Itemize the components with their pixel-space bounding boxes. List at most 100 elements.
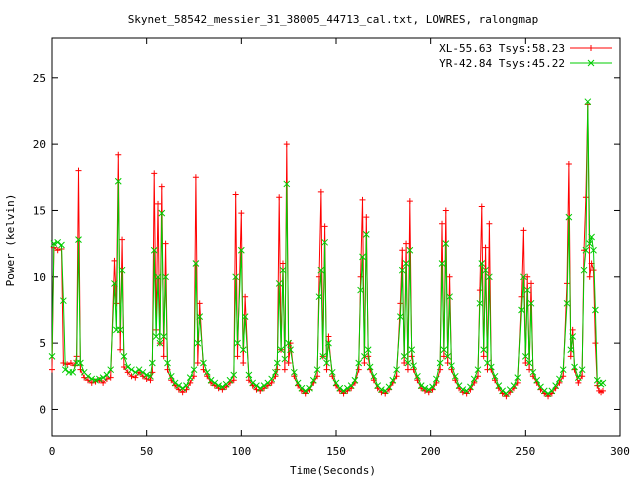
data-point — [408, 353, 415, 360]
y-tick-label: 15 — [33, 204, 46, 217]
data-point — [569, 333, 577, 340]
data-point — [476, 299, 484, 307]
data-point — [470, 375, 478, 383]
data-point — [275, 280, 283, 287]
data-point — [565, 213, 573, 221]
data-point — [478, 203, 485, 210]
data-point — [444, 360, 451, 367]
data-point — [111, 280, 118, 287]
data-point — [226, 376, 234, 384]
data-point — [533, 376, 541, 384]
data-point — [281, 366, 288, 373]
data-point — [404, 359, 412, 367]
data-point — [234, 339, 241, 347]
data-point — [95, 375, 103, 383]
data-point — [582, 246, 590, 254]
data-point — [285, 339, 293, 347]
data-point — [599, 387, 606, 394]
data-point — [321, 238, 328, 246]
data-point — [281, 355, 289, 363]
data-point — [521, 353, 529, 360]
y-tick-label: 25 — [33, 72, 46, 85]
data-point — [298, 384, 306, 392]
data-point — [283, 180, 291, 188]
data-point — [328, 368, 336, 376]
data-point — [425, 386, 433, 393]
data-point — [277, 346, 285, 354]
data-point — [114, 177, 122, 185]
data-point — [54, 247, 61, 254]
data-point — [232, 273, 240, 281]
data-point — [556, 375, 563, 383]
data-point — [75, 236, 82, 244]
data-point — [510, 382, 518, 389]
data-point — [160, 333, 168, 340]
data-point — [520, 273, 527, 281]
data-point — [580, 266, 588, 274]
data-point — [207, 376, 215, 384]
data-point — [175, 382, 183, 389]
data-point — [544, 390, 552, 397]
data-point — [397, 313, 404, 320]
data-point — [417, 382, 425, 389]
data-point — [410, 362, 417, 370]
data-point — [432, 375, 440, 383]
data-point — [200, 359, 207, 367]
x-tick-label: 0 — [49, 445, 56, 458]
data-point — [143, 375, 150, 382]
data-point — [355, 366, 362, 373]
data-point — [402, 260, 410, 267]
data-point — [559, 366, 567, 374]
data-point — [325, 339, 332, 347]
data-point — [552, 382, 559, 389]
data-point — [520, 227, 527, 234]
data-point — [599, 379, 607, 387]
data-point — [196, 300, 203, 307]
data-point — [444, 353, 452, 360]
data-point — [393, 366, 400, 374]
data-point — [567, 346, 575, 354]
data-point — [439, 220, 446, 227]
series-line — [51, 101, 604, 395]
data-point — [590, 246, 597, 254]
data-point — [524, 273, 531, 280]
data-point — [401, 360, 408, 367]
data-point — [317, 188, 324, 195]
data-point — [319, 353, 327, 360]
data-point — [404, 366, 411, 373]
data-point — [111, 257, 118, 264]
data-point — [241, 313, 249, 320]
data-point — [459, 386, 467, 393]
data-point — [309, 376, 317, 384]
data-point — [406, 198, 413, 205]
data-point — [563, 299, 571, 307]
data-point — [232, 191, 239, 198]
data-point — [482, 244, 489, 251]
data-point — [148, 359, 156, 367]
data-point — [361, 360, 368, 367]
data-point — [523, 286, 531, 294]
data-point — [152, 333, 160, 340]
data-point — [268, 379, 275, 386]
data-point — [321, 223, 328, 230]
data-point — [317, 266, 325, 274]
data-point — [200, 366, 207, 373]
data-point — [162, 240, 169, 247]
data-point — [448, 362, 455, 370]
data-point — [54, 238, 62, 246]
data-point — [128, 366, 135, 374]
data-point — [410, 366, 417, 373]
data-point — [332, 379, 340, 387]
data-point — [540, 387, 548, 395]
data-point — [592, 340, 599, 347]
data-point — [522, 360, 529, 367]
legend-label-xl: XL-55.63 Tsys:58.23 — [439, 42, 565, 55]
data-point — [192, 260, 200, 267]
data-point — [100, 379, 107, 386]
data-point — [230, 377, 237, 384]
legend-swatch-marker — [587, 59, 595, 67]
data-point — [124, 363, 132, 371]
data-point — [323, 359, 330, 367]
y-tick-label: 20 — [33, 138, 46, 151]
x-tick-label: 200 — [421, 445, 441, 458]
